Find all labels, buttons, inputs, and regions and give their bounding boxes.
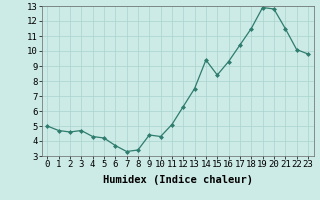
X-axis label: Humidex (Indice chaleur): Humidex (Indice chaleur)	[103, 175, 252, 185]
